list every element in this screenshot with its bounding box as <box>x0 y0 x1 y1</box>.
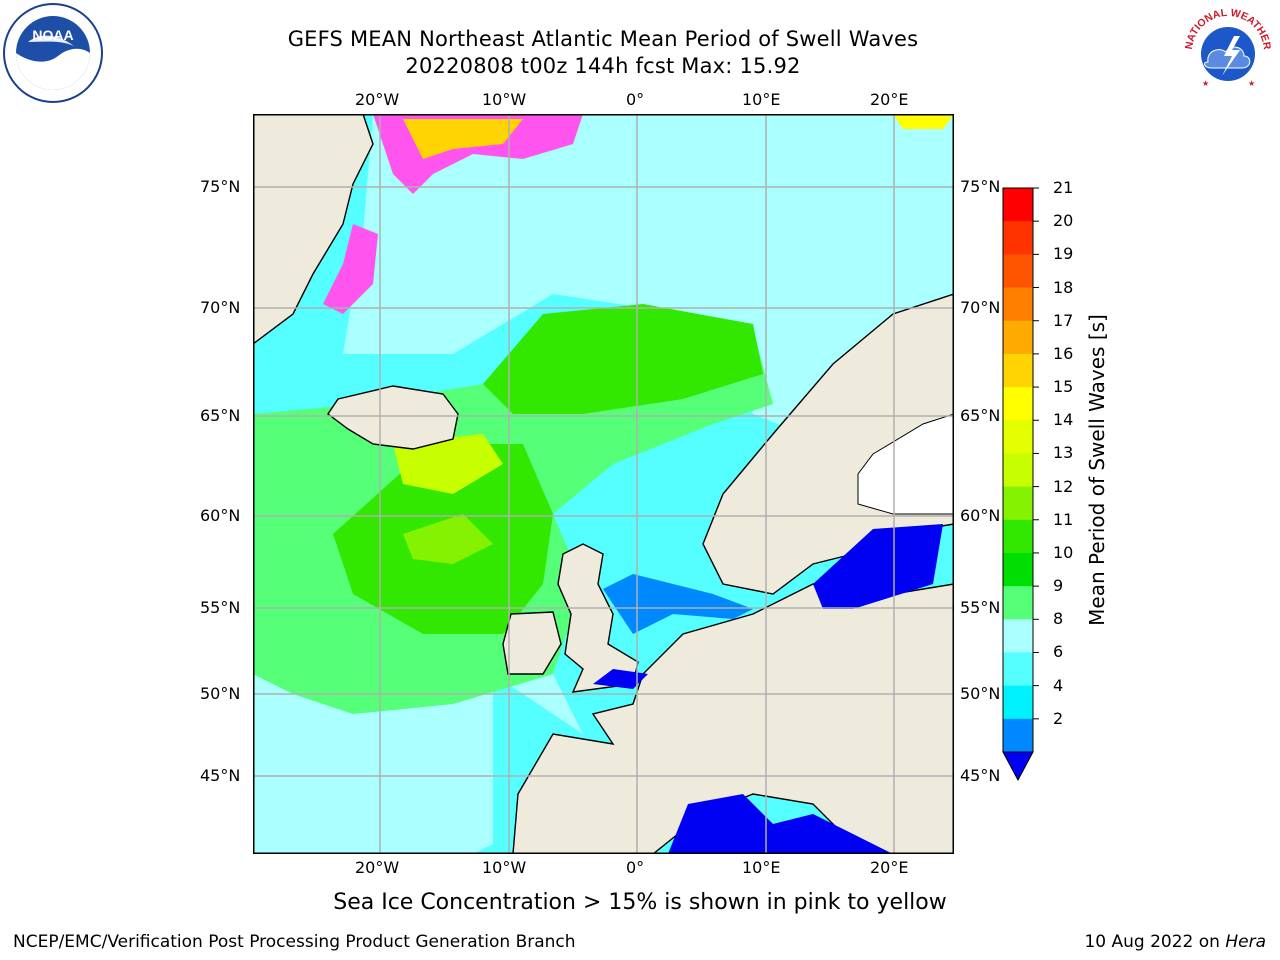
lat-label-right-45n: 45°N <box>960 766 1001 785</box>
lat-label-left-65n: 65°N <box>200 406 241 425</box>
colorbar-segment <box>1003 586 1033 620</box>
colorbar-segment <box>1003 353 1033 388</box>
colorbar-segment <box>1003 619 1033 653</box>
colorbar-tick-label: 10 <box>1053 542 1074 562</box>
colorbar-tick-label: 21 <box>1053 178 1074 197</box>
colorbar-segment <box>1003 519 1033 554</box>
greenland-land <box>253 114 374 345</box>
colorbar-segment <box>1003 685 1033 720</box>
colorbar-tick-label: 19 <box>1053 244 1074 264</box>
lon-label-top-20w: 20°W <box>355 90 400 109</box>
gulf-of-bothnia <box>857 413 954 515</box>
iceland-land <box>327 385 459 450</box>
noaa-logo: NOAA <box>3 3 103 103</box>
sea-ice-caption: Sea Ice Concentration > 15% is shown in … <box>333 890 947 915</box>
footer-credit: NCEP/EMC/Verification Post Processing Pr… <box>13 932 576 952</box>
lon-label-bottom-10e: 10°E <box>742 858 781 877</box>
lat-label-right-60n: 60°N <box>960 506 1001 525</box>
north-sea-low-period <box>603 574 753 634</box>
colorbar-segment <box>1003 320 1033 355</box>
english-channel <box>593 669 648 689</box>
colorbar-segment <box>1003 287 1033 322</box>
lon-label-top-10w: 10°W <box>482 90 527 109</box>
colorbar-tick-label: 14 <box>1053 410 1074 430</box>
colorbar-segment <box>1003 188 1033 222</box>
colorbar <box>1002 187 1039 782</box>
colorbar-tick-label: 20 <box>1053 211 1074 231</box>
svg-text:★: ★ <box>1248 79 1255 88</box>
svg-text:★: ★ <box>1202 79 1209 88</box>
lat-label-right-65n: 65°N <box>960 406 1001 425</box>
lat-label-left-60n: 60°N <box>200 506 241 525</box>
colorbar-segment <box>1003 420 1033 454</box>
lon-label-top-0: 0° <box>626 90 645 109</box>
colorbar-tick-label: 2 <box>1053 708 1064 728</box>
colorbar-segment <box>1003 486 1033 521</box>
colorbar-tick-label: 17 <box>1053 310 1074 330</box>
colorbar-tick-label: 9 <box>1053 576 1064 596</box>
colorbar-tick-label: 4 <box>1053 675 1064 695</box>
colorbar-segment <box>1003 718 1033 753</box>
footer-date-text: 10 Aug 2022 on <box>1084 932 1226 952</box>
colorbar-segment <box>1003 652 1033 687</box>
lon-label-bottom-10w: 10°W <box>482 858 527 877</box>
lon-label-top-10e: 10°E <box>742 90 781 109</box>
lat-label-left-75n: 75°N <box>200 177 241 196</box>
lat-label-left-55n: 55°N <box>200 598 241 617</box>
noaa-logo-text: NOAA <box>32 27 73 43</box>
mediterranean-sea <box>668 794 893 854</box>
lat-label-right-75n: 75°N <box>960 177 1001 196</box>
lat-label-left-50n: 50°N <box>200 684 241 703</box>
lat-label-left-45n: 45°N <box>200 766 241 785</box>
map-title: GEFS MEAN Northeast Atlantic Mean Period… <box>287 27 919 51</box>
lat-label-left-70n: 70°N <box>200 298 241 317</box>
colorbar-tick-label: 13 <box>1053 443 1074 463</box>
colorbar-tick-label: 6 <box>1053 642 1064 662</box>
colorbar-segment <box>1003 221 1033 255</box>
map-subtitle: 20220808 t00z 144h fcst Max: 15.92 <box>405 54 801 78</box>
colorbar-under-arrow <box>1002 751 1034 782</box>
colorbar-segment <box>1003 254 1033 289</box>
ireland-land <box>502 611 562 675</box>
colorbar-segment <box>1003 453 1033 488</box>
baltic-sea <box>813 524 943 609</box>
colorbar-segment <box>1003 552 1033 587</box>
colorbar-tick-label: 12 <box>1053 476 1074 496</box>
footer-host: Hera <box>1225 932 1266 952</box>
colorbar-segment <box>1003 387 1033 421</box>
lat-label-right-50n: 50°N <box>960 684 1001 703</box>
colorbar-tick-label: 11 <box>1053 509 1074 529</box>
colorbar-tick-label: 18 <box>1053 277 1074 297</box>
nws-logo: NATIONAL WEATHER SERVICE ★ ★ <box>1178 2 1276 100</box>
colorbar-tick-label: 8 <box>1053 609 1064 629</box>
map-frame <box>253 114 954 854</box>
colorbar-tick-label: 16 <box>1053 343 1074 363</box>
colorbar-label: Mean Period of Swell Waves [s] <box>1085 314 1109 626</box>
colorbar-tick-label: 15 <box>1053 377 1074 397</box>
lat-label-right-70n: 70°N <box>960 298 1001 317</box>
lon-label-bottom-0: 0° <box>626 858 645 877</box>
lon-label-bottom-20e: 20°E <box>870 858 909 877</box>
footer-date: 10 Aug 2022 on Hera <box>1084 932 1266 952</box>
lon-label-bottom-20w: 20°W <box>355 858 400 877</box>
lat-label-right-55n: 55°N <box>960 598 1001 617</box>
swell-max-region <box>393 434 503 494</box>
map-panel <box>253 114 954 854</box>
lon-label-top-20e: 20°E <box>870 90 909 109</box>
graticule <box>253 114 954 854</box>
